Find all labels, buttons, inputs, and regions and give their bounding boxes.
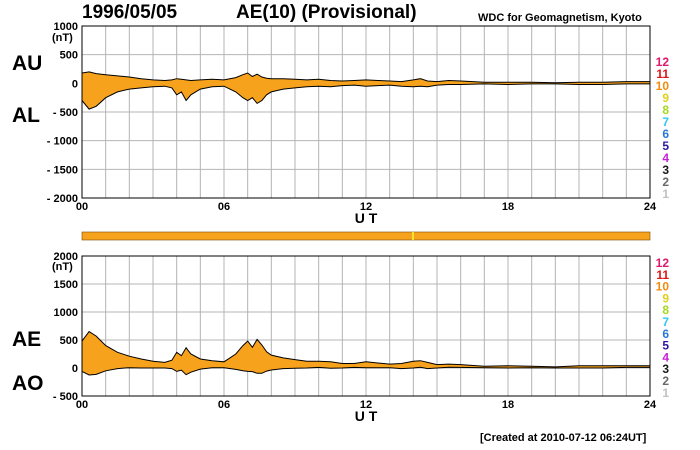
series-ae bbox=[81, 330, 650, 368]
ae-label: AE bbox=[12, 328, 42, 351]
legend-station-count: 8 bbox=[662, 103, 669, 117]
x-axis-label: U T bbox=[355, 210, 378, 226]
x-tick-label: 12 bbox=[360, 399, 372, 411]
legend-station-count: 4 bbox=[662, 350, 669, 364]
created-timestamp: [Created at 2010-07-12 06:24UT] bbox=[480, 432, 647, 444]
y-tick-label: 2000 bbox=[54, 251, 78, 263]
legend-station-count: 12 bbox=[656, 55, 670, 69]
y-tick-label: - 500 bbox=[53, 391, 78, 403]
band-fill bbox=[82, 331, 650, 375]
y-tick-label: - 1000 bbox=[47, 136, 78, 148]
organization-label: WDC for Geomagnetism, Kyoto bbox=[478, 12, 642, 24]
legend-station-count: 3 bbox=[662, 362, 669, 376]
legend-station-count: 7 bbox=[662, 315, 669, 329]
y-tick-label: 1500 bbox=[54, 279, 78, 291]
unit-label-top: (nT) bbox=[52, 32, 73, 44]
legend-station-count: 5 bbox=[662, 139, 669, 153]
x-tick-label: 24 bbox=[644, 201, 657, 213]
plot-frame bbox=[81, 25, 651, 199]
series-al bbox=[81, 83, 650, 110]
y-tick-label: 500 bbox=[60, 50, 78, 62]
x-tick-label: 00 bbox=[76, 201, 88, 213]
legend-station-count: 2 bbox=[662, 374, 669, 388]
y-tick-label: 0 bbox=[72, 78, 78, 90]
x-tick-label: 24 bbox=[644, 399, 657, 411]
legend-station-count: 10 bbox=[656, 79, 670, 93]
legend-station-count: 12 bbox=[656, 256, 670, 270]
legend-station-count: 10 bbox=[656, 280, 670, 294]
x-tick-label: 12 bbox=[360, 201, 372, 213]
au-label: AU bbox=[12, 52, 43, 75]
x-axis-label: U T bbox=[355, 408, 378, 424]
legend-station-count: 1 bbox=[662, 187, 669, 201]
y-tick-label: 500 bbox=[60, 335, 78, 347]
legend-station-count: 9 bbox=[662, 291, 669, 305]
date-title: 1996/05/05 bbox=[82, 2, 178, 23]
series-au bbox=[81, 71, 650, 84]
legend-station-count: 4 bbox=[662, 151, 669, 165]
y-tick-label: - 2000 bbox=[47, 193, 78, 205]
series-ao bbox=[81, 366, 650, 376]
x-tick-label: 18 bbox=[502, 399, 514, 411]
index-title: AE(10) (Provisional) bbox=[236, 2, 417, 23]
legend-station-count: 3 bbox=[662, 163, 669, 177]
legend-station-count: 8 bbox=[662, 303, 669, 317]
x-tick-label: 06 bbox=[218, 201, 230, 213]
x-tick-label: 06 bbox=[218, 399, 230, 411]
legend-station-count: 7 bbox=[662, 115, 669, 129]
data-status-mark bbox=[412, 232, 414, 240]
legend-station-count: 11 bbox=[656, 268, 669, 282]
y-tick-label: - 1500 bbox=[47, 164, 78, 176]
plot-frame bbox=[81, 255, 651, 397]
y-tick-label: 1000 bbox=[54, 21, 78, 33]
legend-station-count: 5 bbox=[662, 339, 669, 353]
y-tick-label: 0 bbox=[72, 363, 78, 375]
unit-label-bottom: (nT) bbox=[52, 261, 73, 273]
ao-label: AO bbox=[12, 372, 44, 395]
x-tick-label: 18 bbox=[502, 201, 514, 213]
legend-station-count: 1 bbox=[662, 386, 669, 400]
legend-station-count: 9 bbox=[662, 91, 669, 105]
band-fill bbox=[82, 71, 650, 110]
legend-station-count: 6 bbox=[662, 327, 669, 341]
legend-station-count: 2 bbox=[662, 175, 669, 189]
x-tick-label: 00 bbox=[76, 399, 88, 411]
y-tick-label: - 500 bbox=[53, 107, 78, 119]
y-tick-label: 1000 bbox=[54, 307, 78, 319]
legend-station-count: 6 bbox=[662, 127, 669, 141]
data-status-bar bbox=[81, 231, 651, 241]
al-label: AL bbox=[12, 104, 40, 127]
legend-station-count: 11 bbox=[656, 67, 669, 81]
